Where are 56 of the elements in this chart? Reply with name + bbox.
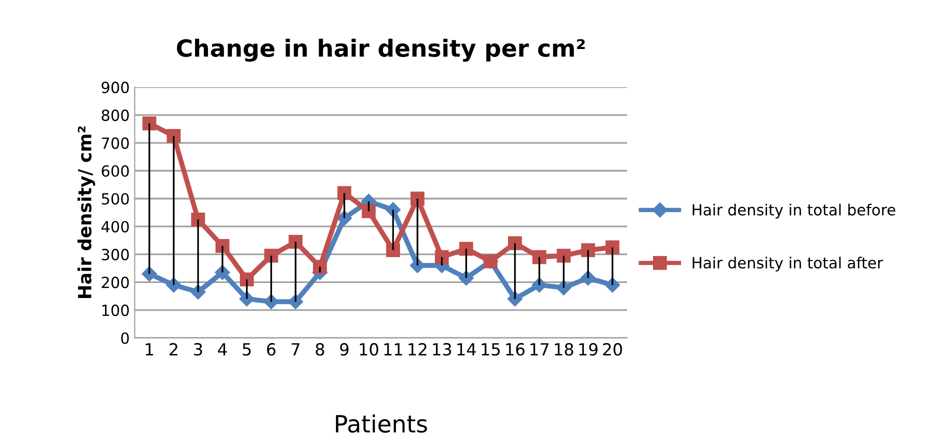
point bbox=[313, 260, 327, 274]
point bbox=[166, 129, 181, 143]
y-tick-label: 0 bbox=[121, 332, 129, 344]
x-tick-label: 7 bbox=[292, 343, 300, 356]
x-tick-label: 10 bbox=[360, 343, 378, 356]
legend-label: Hair density in total before bbox=[692, 204, 896, 219]
x-tick-label: 14 bbox=[457, 343, 476, 356]
point bbox=[458, 270, 474, 286]
x-tick-label: 8 bbox=[316, 343, 324, 356]
point bbox=[142, 116, 156, 130]
x-tick-label: 20 bbox=[603, 343, 622, 356]
x-tick-label: 13 bbox=[433, 343, 452, 356]
x-tick-label: 12 bbox=[408, 343, 426, 356]
point bbox=[240, 272, 254, 286]
y-tick-label: 300 bbox=[102, 248, 129, 260]
chart-title: Change in hair density per cm² bbox=[176, 38, 585, 62]
x-tick-label: 16 bbox=[506, 343, 525, 356]
x-tick-label: 5 bbox=[242, 343, 251, 356]
point bbox=[459, 242, 474, 256]
y-tick-label: 800 bbox=[102, 110, 129, 122]
point bbox=[508, 236, 522, 250]
point bbox=[362, 204, 376, 218]
point bbox=[581, 243, 596, 258]
point bbox=[216, 239, 230, 253]
point bbox=[239, 291, 254, 306]
x-tick-label: 18 bbox=[554, 343, 574, 356]
x-tick-label: 19 bbox=[579, 343, 598, 356]
x-axis-title: Patients bbox=[336, 414, 427, 433]
x-tick-label: 4 bbox=[218, 343, 227, 356]
y-tick-label: 400 bbox=[101, 220, 129, 232]
y-tick-label: 200 bbox=[102, 276, 129, 288]
x-tick-label: 1 bbox=[146, 343, 154, 356]
y-tick-label: 100 bbox=[102, 304, 129, 316]
legend-label: Hair density in total after bbox=[692, 256, 884, 272]
point bbox=[410, 192, 424, 206]
x-tick-label: 3 bbox=[194, 343, 202, 356]
point bbox=[288, 234, 303, 249]
x-tick-label: 11 bbox=[384, 343, 402, 356]
point bbox=[264, 248, 278, 263]
x-tick-label: 6 bbox=[267, 343, 276, 356]
y-tick-label: 900 bbox=[102, 82, 129, 94]
y-tick-label: 700 bbox=[102, 137, 129, 149]
point bbox=[434, 250, 449, 264]
point bbox=[337, 186, 352, 200]
point bbox=[532, 250, 546, 264]
x-tick-label: 15 bbox=[482, 343, 500, 356]
y-tick-label: 600 bbox=[102, 165, 129, 177]
point bbox=[191, 212, 206, 226]
point bbox=[386, 243, 400, 258]
x-tick-label: 9 bbox=[340, 343, 348, 356]
y-axis-title: Hair density/ cm² bbox=[78, 126, 96, 298]
x-tick-label: 17 bbox=[530, 343, 549, 356]
y-tick-label: 500 bbox=[102, 193, 129, 205]
point bbox=[606, 240, 620, 254]
x-tick-label: 2 bbox=[170, 343, 178, 356]
point bbox=[556, 248, 571, 263]
